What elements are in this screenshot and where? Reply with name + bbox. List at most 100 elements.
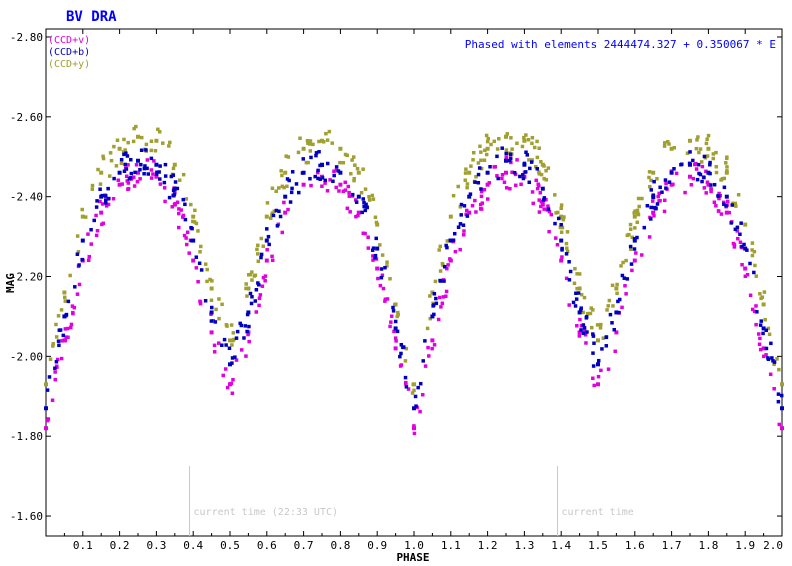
data-point [212, 350, 217, 354]
data-point [239, 323, 244, 328]
x-tick-label: 0.8 [330, 539, 350, 552]
data-point [761, 331, 765, 336]
data-point [522, 135, 526, 140]
data-point [724, 210, 729, 215]
current-time-label: current time (22:33 UTC) [194, 507, 339, 518]
data-point [181, 197, 186, 202]
data-point [547, 209, 552, 214]
data-point [722, 176, 727, 181]
data-point [136, 170, 140, 175]
data-point [346, 184, 351, 189]
data-point [485, 182, 490, 187]
data-point [485, 170, 490, 175]
data-point [647, 175, 651, 180]
data-point [719, 212, 724, 216]
data-point [98, 199, 102, 204]
data-point [616, 299, 620, 304]
data-point [714, 164, 719, 169]
data-point [742, 242, 746, 247]
data-point [371, 197, 376, 201]
data-point [191, 258, 196, 263]
data-point [630, 268, 634, 273]
data-point [714, 150, 718, 155]
data-point [306, 160, 310, 165]
data-point [274, 189, 278, 193]
data-point [448, 214, 453, 219]
data-point [467, 210, 472, 215]
data-point [114, 164, 119, 168]
data-point [433, 279, 438, 284]
data-point [177, 178, 182, 182]
data-point [724, 203, 728, 208]
data-point [294, 182, 299, 186]
data-point [500, 146, 504, 150]
data-point [772, 360, 777, 364]
data-point [229, 381, 234, 386]
data-point [614, 286, 619, 291]
data-point [343, 188, 348, 192]
data-point [717, 191, 721, 196]
y-tick-label: -2.80 [10, 31, 43, 44]
data-point [610, 283, 615, 288]
data-point [504, 134, 508, 139]
data-point [309, 183, 313, 188]
data-point [290, 170, 295, 174]
data-point [263, 274, 268, 278]
data-point [331, 179, 335, 184]
data-point [560, 225, 565, 230]
data-point [766, 357, 771, 362]
data-point [766, 326, 771, 331]
data-point [504, 170, 508, 175]
data-point [142, 171, 146, 176]
y-tick-label: -1.80 [10, 430, 43, 443]
data-point [509, 160, 513, 165]
data-point [221, 373, 225, 378]
data-point [94, 233, 99, 238]
data-point [363, 231, 367, 236]
data-point [725, 156, 729, 161]
data-point [232, 337, 236, 342]
data-point [430, 290, 435, 295]
data-point [128, 176, 133, 180]
data-point [432, 292, 437, 296]
x-axis-label: PHASE [396, 551, 429, 564]
data-point [636, 196, 641, 201]
data-point [779, 393, 784, 398]
data-point [651, 170, 656, 175]
data-point [66, 335, 70, 340]
data-point [561, 217, 566, 222]
data-point [468, 192, 473, 196]
data-point [181, 172, 186, 177]
data-point [735, 229, 739, 233]
data-point [581, 310, 585, 315]
data-point [462, 229, 466, 233]
data-point [509, 136, 513, 140]
data-point [461, 223, 466, 227]
x-tick-label: 2.0 [763, 539, 783, 552]
data-point [500, 176, 504, 181]
legend: (CCD+v)(CCD+b)(CCD+y) [48, 35, 90, 70]
data-point [383, 297, 388, 302]
data-point [695, 138, 699, 142]
data-point [719, 178, 723, 182]
data-point [375, 246, 380, 251]
data-point [542, 176, 546, 181]
data-point [504, 158, 508, 163]
plot-frame [45, 28, 783, 537]
data-point [706, 146, 711, 151]
data-point [208, 277, 212, 282]
data-point [363, 187, 368, 191]
data-point [709, 189, 713, 194]
data-point [662, 144, 667, 148]
data-point [325, 161, 330, 166]
data-point [528, 166, 532, 171]
data-point [635, 208, 640, 213]
data-point [442, 279, 446, 283]
data-point [418, 409, 422, 414]
data-point [738, 232, 742, 237]
data-point [403, 359, 408, 363]
data-point [325, 189, 330, 193]
data-point [256, 259, 261, 264]
data-point [524, 133, 528, 137]
